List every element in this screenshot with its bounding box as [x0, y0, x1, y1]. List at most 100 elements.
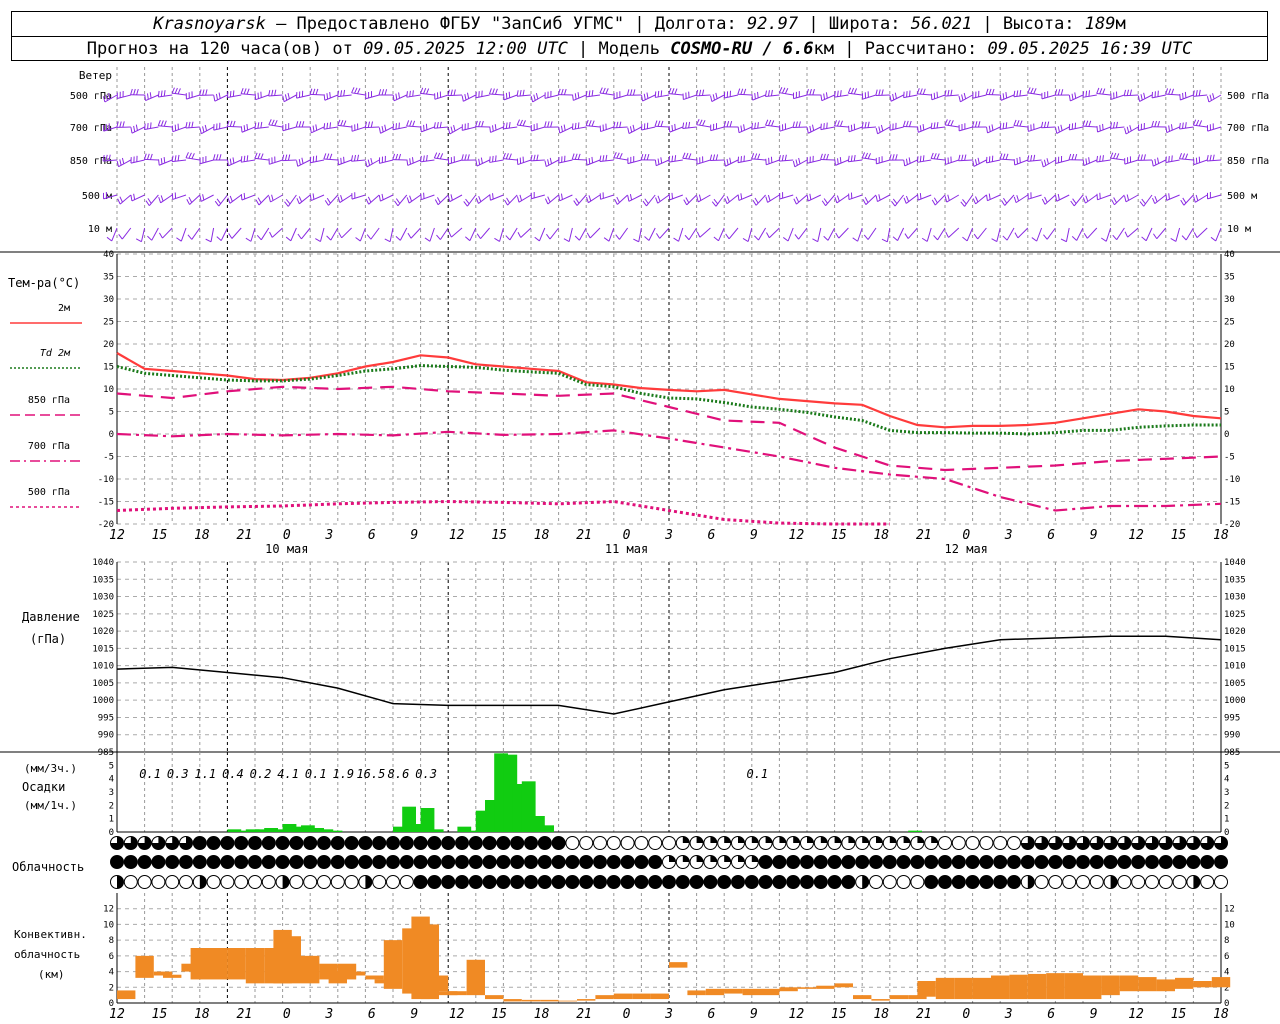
wind-barb-feather [309, 126, 312, 133]
wind-barb-staff [1165, 93, 1180, 96]
wind-barb-staff [229, 194, 242, 204]
wind-barb-feather [1054, 89, 1058, 96]
wind-barb-staff [270, 194, 283, 203]
cloud-symbol [606, 875, 621, 889]
cloud-symbol [758, 875, 773, 889]
pres-ytick-left: 1005 [92, 679, 114, 689]
cloud-symbol [662, 836, 676, 850]
wind-barb-feather [174, 155, 177, 162]
cloud-symbol [786, 875, 801, 889]
precip-bar [236, 830, 251, 832]
wind-barb-staff [807, 159, 821, 164]
cloud-circle [1007, 855, 1021, 869]
wind-barb [862, 194, 877, 205]
cloud-circle [620, 875, 635, 889]
wind-barb-feather [461, 154, 464, 161]
wind-barb [574, 227, 587, 241]
wind-barb [753, 227, 767, 241]
cloud-circle [1200, 875, 1215, 889]
wind-barb-staff [518, 194, 532, 203]
wind-barb-feather [1123, 89, 1127, 96]
cloud-circle [399, 836, 414, 850]
wind-barb-feather [1071, 93, 1074, 100]
cloud-circle [869, 875, 883, 889]
wind-barb [737, 124, 753, 134]
wind-barb [212, 154, 228, 161]
wind-barb-feather [740, 125, 743, 132]
wind-barb-feather [809, 125, 812, 133]
wind-barb-feather [878, 89, 881, 96]
wind-barb-feather [574, 153, 578, 160]
prec-unit-1h: (мм/1ч.) [24, 799, 77, 812]
wind-barb-feather [411, 157, 414, 164]
cloud-symbol [827, 836, 842, 850]
wind-barb [143, 153, 159, 161]
wind-barb-feather [296, 198, 300, 205]
cloud-circle [1145, 875, 1159, 889]
cloud-circle [427, 836, 442, 850]
wind-barb-feather [575, 198, 580, 204]
wind-barb [475, 157, 490, 167]
wind-barb-staff [726, 194, 739, 205]
wind-barb-feather [365, 160, 368, 168]
wind-barb-feather [643, 153, 647, 161]
prec-title: Осадки [22, 780, 65, 794]
cloud-fill [889, 836, 897, 843]
precip-bar [328, 830, 343, 832]
wind-barb-feather [343, 156, 345, 163]
cloud-symbol [606, 855, 621, 869]
wind-barb-feather [627, 127, 630, 134]
wind-barb [668, 87, 683, 96]
conv-title-2: облачность [14, 948, 80, 961]
wind-barb-feather [643, 93, 646, 100]
wind-barb-feather [921, 237, 928, 242]
cloud-symbol [979, 836, 994, 850]
wind-barb [737, 88, 752, 96]
wind-barb [684, 227, 698, 241]
wind-barb-feather [326, 153, 330, 160]
wind-barb-staff [380, 194, 394, 202]
cloud-circle [882, 875, 897, 889]
cloud-symbol [123, 836, 138, 850]
wind-barb-staff [1000, 126, 1015, 130]
wind-barb [323, 122, 338, 130]
cloud-symbol [813, 875, 828, 889]
cloud-circle [579, 855, 594, 869]
wind-barb-staff [448, 159, 463, 165]
wind-barb-feather [1179, 122, 1181, 130]
temp-xtick: 6 [708, 528, 716, 543]
wind-barb-feather [563, 238, 570, 243]
cloud-circle [758, 855, 773, 869]
wind-barb-feather [284, 201, 289, 207]
wind-barb-staff [160, 194, 173, 204]
pressure-line [116, 635, 1222, 715]
wind-barb [187, 227, 201, 240]
wind-barb [599, 154, 614, 162]
wind-barb-feather [826, 153, 829, 160]
wind-barb-feather [1005, 92, 1008, 99]
wind-barb-feather [798, 157, 801, 164]
cloud-circle [1020, 855, 1035, 869]
wind-barb-feather [284, 94, 288, 101]
wind-barb-feather [781, 87, 786, 94]
wind-barb [1179, 122, 1194, 130]
conv-title-1: Конвективн. [14, 928, 87, 941]
wind-barb [116, 90, 131, 99]
wind-barb-feather [709, 154, 713, 161]
wind-barb [916, 88, 932, 96]
wind-barb-staff [848, 92, 863, 96]
wind-barb [958, 123, 973, 132]
wind-barb [766, 227, 780, 239]
wind-barb-feather [853, 88, 858, 95]
cloud-symbol [993, 855, 1008, 869]
temp-ytick-left: -10 [98, 475, 114, 485]
wind-barb-staff [894, 194, 904, 207]
cloud-symbol [813, 836, 828, 850]
wind-barb-feather [710, 95, 713, 102]
wind-barb-staff [131, 126, 145, 134]
wind-barb-feather [157, 90, 160, 98]
conv-bar [153, 971, 173, 976]
cloud-symbol [206, 875, 221, 889]
wind-barb-feather [778, 87, 783, 93]
wind-barb-feather [1181, 153, 1186, 160]
